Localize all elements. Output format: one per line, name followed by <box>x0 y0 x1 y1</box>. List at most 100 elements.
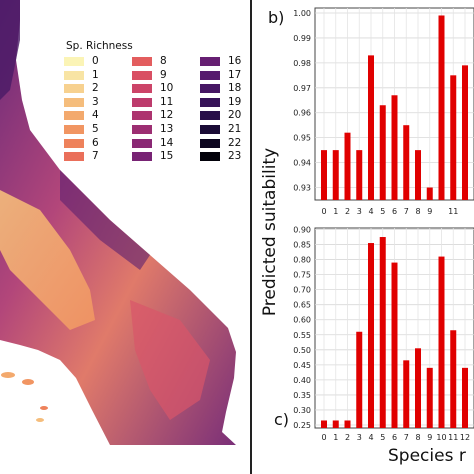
legend-item: 8 <box>132 56 167 67</box>
x-tick-label-b: 11 <box>448 207 458 216</box>
legend-swatch <box>200 57 220 66</box>
legend-label: 23 <box>228 150 242 163</box>
x-tick-label-b: 0 <box>321 207 326 216</box>
legend-item: 5 <box>64 124 99 135</box>
legend-item: 13 <box>132 124 173 135</box>
x-tick-label-c: 1 <box>333 433 338 442</box>
bar-b <box>438 15 445 201</box>
legend-swatch <box>132 57 152 66</box>
legend-label: 20 <box>228 109 242 122</box>
legend-label: 12 <box>160 109 174 122</box>
y-tick-label-b: 0.98 <box>293 59 311 68</box>
y-tick-label-b: 0.97 <box>293 84 311 93</box>
y-tick-label-b: 0.94 <box>293 159 311 168</box>
legend-swatch <box>200 70 220 80</box>
bar-c <box>356 331 363 428</box>
legend-swatch <box>132 138 152 148</box>
legend-label: 10 <box>160 82 174 95</box>
y-tick-label-c: 0.50 <box>293 346 311 355</box>
legend-label: 17 <box>228 68 242 81</box>
x-tick-label-c: 11 <box>448 433 458 442</box>
y-tick-label-c: 0.80 <box>293 256 311 265</box>
y-tick-label-c: 0.65 <box>293 301 311 310</box>
legend-item: 6 <box>64 136 99 149</box>
legend-swatch <box>132 111 152 121</box>
legend-swatch <box>132 125 152 134</box>
legend-label: 0 <box>92 55 99 67</box>
legend-item: 21 <box>200 124 241 135</box>
bar-c <box>344 420 351 428</box>
legend-swatch <box>200 111 220 121</box>
legend-swatch <box>132 84 152 94</box>
bar-b <box>450 75 457 200</box>
bar-b <box>344 132 351 200</box>
legend-swatch <box>132 70 152 80</box>
legend-label: 19 <box>228 95 242 108</box>
y-tick-label-c: 0.85 <box>293 241 311 250</box>
legend-label: 4 <box>92 109 99 122</box>
legend-label: 2 <box>92 82 99 95</box>
legend-label: 18 <box>228 82 242 95</box>
legend-label: 14 <box>160 136 174 149</box>
legend-label: 21 <box>228 123 242 135</box>
x-tick-label-c: 5 <box>380 433 385 442</box>
x-tick-label-c: 7 <box>404 433 409 442</box>
y-tick-label-b: 0.95 <box>293 134 311 143</box>
legend-label: 8 <box>160 55 167 67</box>
bar-c <box>403 360 410 428</box>
legend-swatch <box>200 84 220 94</box>
y-tick-label-c: 0.75 <box>293 271 311 280</box>
bar-c <box>415 348 421 428</box>
y-tick-label-b: 0.99 <box>293 34 311 43</box>
legend-label: 11 <box>160 95 174 108</box>
bar-c <box>426 367 433 428</box>
legend-label: 16 <box>228 55 242 67</box>
bar-b <box>356 150 363 200</box>
species-richness-map <box>0 0 236 445</box>
y-tick-label-c: 0.70 <box>293 286 311 295</box>
legend-item: 0 <box>64 56 99 67</box>
legend-item: 7 <box>64 151 99 162</box>
legend-item: 22 <box>200 137 241 149</box>
bar-c <box>462 367 468 428</box>
y-tick-label-c: 0.90 <box>293 226 311 235</box>
bar-b <box>426 187 433 200</box>
legend-swatch <box>200 97 220 107</box>
x-tick-label-c: 8 <box>415 433 420 442</box>
bar-c <box>379 237 386 428</box>
x-tick-label-c: 4 <box>368 433 373 442</box>
legend-swatch <box>200 125 220 134</box>
bar-b <box>415 150 421 200</box>
legend-item: 16 <box>200 56 241 67</box>
legend-item: 11 <box>132 95 174 108</box>
panel-label-c: c) <box>274 410 290 429</box>
x-tick-label-b: 9 <box>427 207 432 216</box>
legend-label: 7 <box>92 150 99 163</box>
legend-item: 1 <box>64 69 99 81</box>
legend-label: 6 <box>92 136 99 149</box>
x-tick-label-c: 9 <box>427 433 432 442</box>
bar-b <box>368 55 374 201</box>
legend-swatch <box>200 152 220 162</box>
y-tick-label-c: 0.30 <box>293 406 311 415</box>
legend-item: 18 <box>200 83 241 94</box>
bar-b <box>332 150 339 200</box>
channel-island <box>40 406 48 410</box>
legend-item: 20 <box>200 110 241 121</box>
bar-c <box>368 243 374 428</box>
x-tick-label-c: 0 <box>321 433 326 442</box>
bar-b <box>391 95 398 200</box>
legend-swatch <box>64 70 84 80</box>
bar-c <box>450 330 457 428</box>
legend-item: 2 <box>64 83 99 94</box>
y-tick-label-c: 0.40 <box>293 376 311 385</box>
legend-item: 9 <box>132 69 167 81</box>
legend-swatch <box>132 97 152 107</box>
legend-swatch <box>64 125 84 134</box>
x-tick-label-c: 6 <box>392 433 397 442</box>
bar-c <box>332 420 339 428</box>
x-tick-label-b: 6 <box>392 207 397 216</box>
channel-island <box>36 418 44 422</box>
legend-item: 23 <box>200 151 241 162</box>
